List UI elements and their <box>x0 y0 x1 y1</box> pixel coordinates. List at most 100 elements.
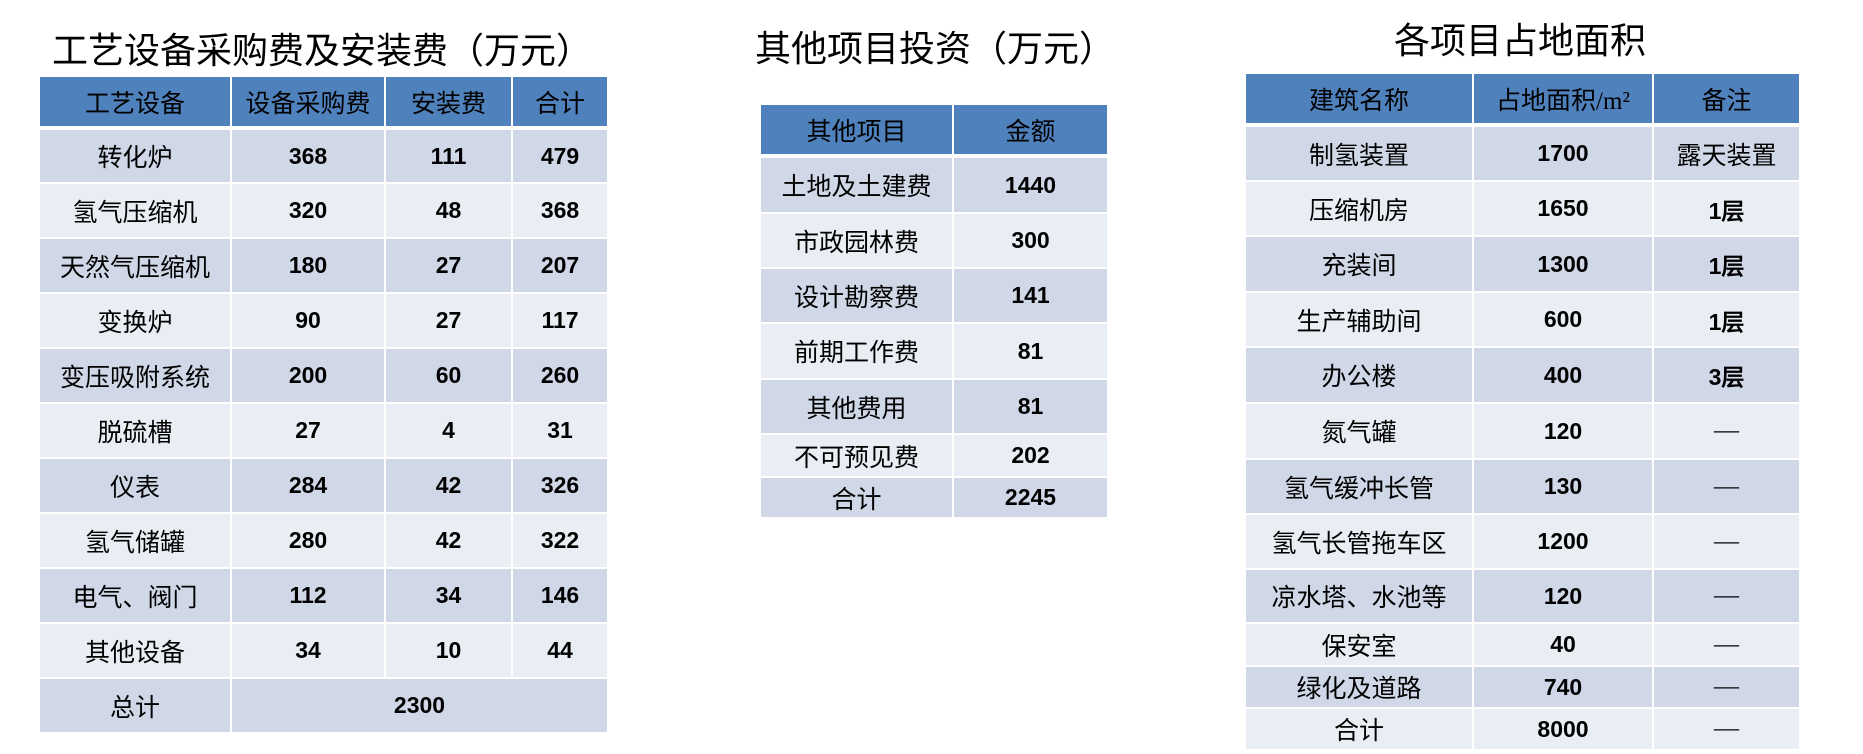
table-cell: 141 <box>952 267 1109 324</box>
table-cell: 202 <box>952 433 1109 478</box>
table-cell: 1层 <box>1652 291 1801 348</box>
table-row: 氢气储罐 280 42 322 <box>38 512 609 569</box>
table-cell: 740 <box>1472 665 1654 709</box>
table-cell: 120 <box>1472 402 1654 460</box>
total-label: 总计 <box>38 677 232 734</box>
table-cell: 42 <box>384 457 513 514</box>
table-cell: 112 <box>230 567 386 624</box>
table-cell: 保安室 <box>1244 622 1474 667</box>
table-cell: 2245 <box>952 476 1109 519</box>
area-table: 建筑名称 占地面积/m² 备注 制氢装置 1700 露天装置 压缩机房 1650 1层 充装间 13… <box>1244 72 1801 751</box>
column-header: 备注 <box>1652 72 1801 127</box>
table-cell: 1650 <box>1472 180 1654 237</box>
table-cell: 转化炉 <box>38 127 232 184</box>
column-header: 金额 <box>952 103 1109 158</box>
table-cell: 合计 <box>759 476 954 519</box>
table-cell: 充装间 <box>1244 235 1474 293</box>
header-row: 建筑名称 占地面积/m² 备注 <box>1244 72 1801 127</box>
table-cell: 1层 <box>1652 180 1801 237</box>
table-cell: 不可预见费 <box>759 433 954 478</box>
table-cell: 土地及土建费 <box>759 155 954 214</box>
table-cell: 前期工作费 <box>759 322 954 380</box>
table-row: 脱硫槽 27 4 31 <box>38 402 609 459</box>
table-row: 市政园林费 300 <box>759 212 1109 269</box>
table-cell: 117 <box>511 292 609 349</box>
table-row: 制氢装置 1700 露天装置 <box>1244 124 1801 182</box>
table-cell: 办公楼 <box>1244 346 1474 404</box>
table-cell: — <box>1652 568 1801 624</box>
table-row: 氢气长管拖车区 1200— <box>1244 513 1801 570</box>
column-header: 合计 <box>511 75 609 130</box>
table-cell: 8000 <box>1472 707 1654 751</box>
other-investment-table: 其他项目 金额 土地及土建费 1440 市政园林费 300 设计勘察费 141 前期工作费 81 其… <box>759 103 1109 519</box>
table-cell: 氮气罐 <box>1244 402 1474 460</box>
table-cell: 322 <box>511 512 609 569</box>
table-cell: 露天装置 <box>1652 124 1801 182</box>
table-cell: — <box>1652 707 1801 751</box>
table-cell: 111 <box>384 127 513 184</box>
table-cell: 设计勘察费 <box>759 267 954 324</box>
table-row: 办公楼 400 3层 <box>1244 346 1801 404</box>
table-cell: 207 <box>511 237 609 294</box>
table-cell: 1层 <box>1652 235 1801 293</box>
column-header: 工艺设备 <box>38 75 232 130</box>
table-cell: 3层 <box>1652 346 1801 404</box>
table-row: 氢气压缩机 320 48 368 <box>38 182 609 239</box>
table-cell: 400 <box>1472 346 1654 404</box>
table-row: 前期工作费 81 <box>759 322 1109 380</box>
table-cell: 81 <box>952 378 1109 435</box>
total-row: 总计 2300 <box>38 677 609 734</box>
table-cell: 合计 <box>1244 707 1474 751</box>
table-cell: 280 <box>230 512 386 569</box>
table-cell: 479 <box>511 127 609 184</box>
table-cell: 368 <box>511 182 609 239</box>
equipment-table: 工艺设备 设备采购费 安装费 合计 转化炉 368 111 479 氢气压缩机 320 48 368 天… <box>38 75 609 734</box>
table-cell: 34 <box>230 622 386 679</box>
column-header: 设备采购费 <box>230 75 386 130</box>
table-row: 电气、阀门 112 34 146 <box>38 567 609 624</box>
table-cell: 1200 <box>1472 513 1654 570</box>
table-row: 天然气压缩机 180 27 207 <box>38 237 609 294</box>
table-cell: 1440 <box>952 155 1109 214</box>
table-cell: 10 <box>384 622 513 679</box>
table-cell: — <box>1652 402 1801 460</box>
table-cell: 仪表 <box>38 457 232 514</box>
table-cell: 脱硫槽 <box>38 402 232 459</box>
table-row: 其他费用 81 <box>759 378 1109 435</box>
table-cell: 130 <box>1472 458 1654 515</box>
table-cell: 生产辅助间 <box>1244 291 1474 348</box>
column-header: 其他项目 <box>759 103 954 158</box>
table-row: 凉水塔、水池等 120— <box>1244 568 1801 624</box>
table-cell: 4 <box>384 402 513 459</box>
total-value: 2300 <box>230 677 609 734</box>
table-row: 变换炉 90 27 117 <box>38 292 609 349</box>
table-cell: 146 <box>511 567 609 624</box>
header-row: 工艺设备 设备采购费 安装费 合计 <box>38 75 609 130</box>
table-cell: 81 <box>952 322 1109 380</box>
table-cell: 绿化及道路 <box>1244 665 1474 709</box>
table-row: 氮气罐 120— <box>1244 402 1801 460</box>
table-row: 设计勘察费 141 <box>759 267 1109 324</box>
table-cell: 市政园林费 <box>759 212 954 269</box>
table-cell: 27 <box>384 237 513 294</box>
table-cell: 变换炉 <box>38 292 232 349</box>
table-row: 生产辅助间 600 1层 <box>1244 291 1801 348</box>
column-header: 建筑名称 <box>1244 72 1474 127</box>
table-cell: 48 <box>384 182 513 239</box>
table-row: 土地及土建费 1440 <box>759 155 1109 214</box>
table-cell: 变压吸附系统 <box>38 347 232 404</box>
table-cell: 1300 <box>1472 235 1654 293</box>
table-row: 保安室 40— <box>1244 622 1801 667</box>
table-cell: 31 <box>511 402 609 459</box>
other-investment-title: 其他项目投资（万元） <box>754 29 1116 70</box>
area-title: 各项目占地面积 <box>1393 21 1647 62</box>
table-cell: 氢气储罐 <box>38 512 232 569</box>
table-cell: 368 <box>230 127 386 184</box>
table-row: 压缩机房 1650 1层 <box>1244 180 1801 237</box>
table-row: 转化炉 368 111 479 <box>38 127 609 184</box>
table-cell: 42 <box>384 512 513 569</box>
table-row: 绿化及道路 740— <box>1244 665 1801 709</box>
table-row: 合计 2245 <box>759 476 1109 519</box>
table-cell: 326 <box>511 457 609 514</box>
table-cell: — <box>1652 622 1801 667</box>
